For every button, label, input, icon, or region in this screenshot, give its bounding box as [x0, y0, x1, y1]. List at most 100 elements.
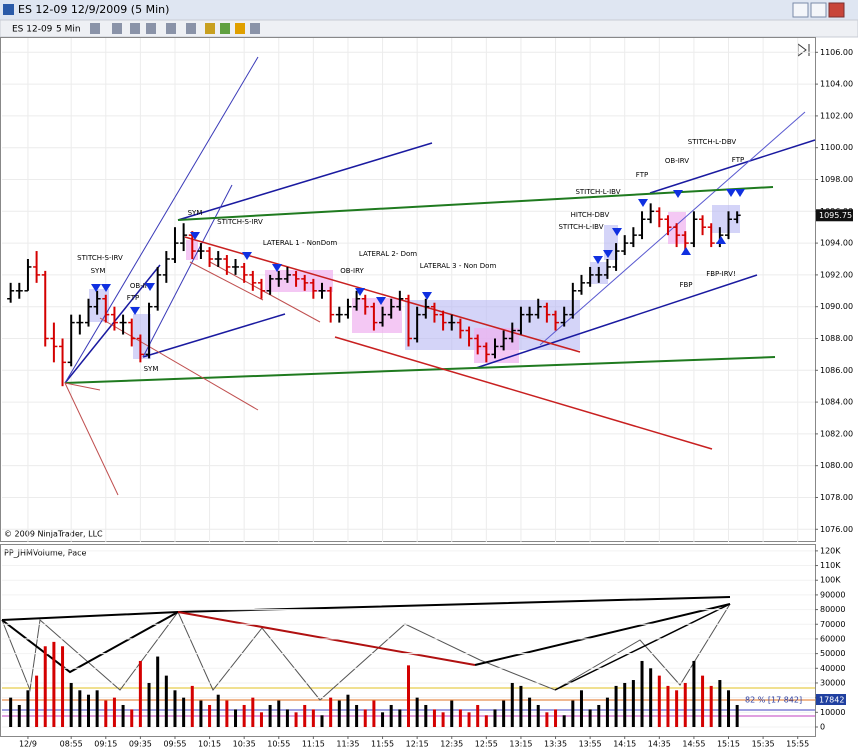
trend-line — [209, 261, 321, 323]
zoom-out-button[interactable] — [146, 23, 156, 34]
volume-bar — [484, 715, 488, 727]
signal-arrow — [422, 292, 432, 300]
trend-lines — [64, 56, 816, 496]
y-tick-label: 1104.00 — [820, 80, 853, 89]
trend-line — [99, 317, 259, 411]
x-tick-label: 15:15 — [717, 740, 740, 749]
volume-bar — [242, 704, 246, 727]
y-tick-label: 70000 — [820, 620, 845, 629]
volume-bar — [631, 680, 635, 727]
x-tick-label: 13:15 — [509, 740, 532, 749]
volume-bar — [640, 660, 644, 727]
style-button[interactable] — [112, 23, 122, 34]
volume-bar — [173, 690, 177, 727]
volume-bar — [381, 712, 385, 727]
volume-bar — [86, 694, 90, 727]
trend-line — [142, 184, 233, 358]
volume-bar — [138, 660, 142, 727]
volume-bar — [536, 704, 540, 727]
volume-bar — [623, 682, 627, 727]
y-tick-label: 1086.00 — [820, 366, 853, 375]
annotation: STITCH-L-IBV — [575, 188, 620, 196]
zone — [89, 289, 109, 322]
signal-arrow — [145, 283, 155, 291]
trend-line — [474, 603, 731, 666]
volume-bar — [259, 712, 263, 727]
zigzag — [1, 603, 731, 701]
volume-bar — [683, 682, 687, 727]
maximize-button[interactable] — [810, 2, 827, 18]
annotation: OB-IRV — [130, 282, 154, 290]
annotation: LATERAL 1 - NonDom — [263, 239, 338, 247]
tools-button[interactable] — [205, 23, 215, 34]
strategy-button[interactable] — [220, 23, 230, 34]
volume-bar — [389, 704, 393, 727]
properties-button[interactable] — [250, 23, 260, 34]
interval-selector[interactable]: 5 Min — [56, 25, 81, 35]
trend-line — [554, 603, 731, 691]
volume-bar — [294, 712, 298, 727]
volume-bar — [26, 690, 30, 727]
y-tick-label: 1094.00 — [820, 239, 853, 248]
bar-type-button[interactable] — [90, 23, 100, 34]
zoom-in-button[interactable] — [130, 23, 140, 34]
volume-bar — [692, 660, 696, 727]
volume-bar — [320, 715, 324, 727]
volume-bar — [311, 709, 315, 727]
annotation: STITCH-S-IRV — [77, 254, 123, 262]
trend-line — [539, 111, 806, 346]
volume-bar — [441, 712, 445, 727]
volume-bar — [735, 704, 739, 727]
volume-bar — [216, 694, 220, 727]
annotation: FBP-IRV! — [706, 270, 736, 278]
toolbar — [0, 19, 858, 38]
volume-bar — [17, 704, 21, 727]
trend-line — [64, 382, 119, 496]
minimize-button[interactable] — [792, 2, 809, 18]
y-tick-label: 60000 — [820, 634, 845, 643]
trend-line — [334, 336, 713, 450]
x-tick-label: 10:55 — [267, 740, 290, 749]
volume-bar — [450, 700, 454, 727]
volume-bar — [61, 646, 65, 727]
volume-bar — [268, 704, 272, 727]
alert-button[interactable] — [235, 23, 245, 34]
volume-bar — [52, 641, 56, 727]
instrument-selector[interactable]: ES 12-09 — [12, 25, 53, 35]
annotation: STITCH-L-DBV — [688, 138, 737, 146]
signal-arrow — [716, 236, 726, 244]
trend-line — [184, 236, 581, 353]
volume-bar — [562, 715, 566, 727]
volume-bar — [502, 700, 506, 727]
pace-label: 82 % [17 842] — [745, 696, 802, 705]
signal-arrow — [91, 284, 101, 292]
x-tick-label: 11:15 — [302, 740, 325, 749]
trend-line — [177, 186, 774, 221]
volume-bar — [35, 675, 39, 727]
volume-bar — [675, 690, 679, 727]
signal-arrow — [101, 284, 111, 292]
volume-bar — [545, 712, 549, 727]
annotation: LATERAL 2- Dom — [359, 250, 417, 258]
volume-bar — [363, 709, 367, 727]
y-tick-label: 120K — [820, 546, 841, 555]
annotation: FTP — [636, 171, 648, 179]
annotation: FTP — [732, 156, 744, 164]
close-button[interactable] — [828, 2, 845, 18]
y-tick-label: 1102.00 — [820, 111, 853, 120]
volume-bar — [355, 704, 359, 727]
volume-bar — [285, 709, 289, 727]
pointer-button[interactable] — [166, 23, 176, 34]
volume-bar — [69, 682, 73, 727]
y-tick-label: 1076.00 — [820, 525, 853, 534]
draw-button[interactable] — [186, 23, 196, 34]
annotation: OB-IRV — [665, 157, 689, 165]
x-tick-label: 10:15 — [198, 740, 221, 749]
annotation: FBP — [679, 281, 692, 289]
y-tick-label: 1088.00 — [820, 334, 853, 343]
trend-line — [142, 313, 286, 358]
volume-bar — [199, 700, 203, 727]
trend-line — [64, 56, 259, 384]
